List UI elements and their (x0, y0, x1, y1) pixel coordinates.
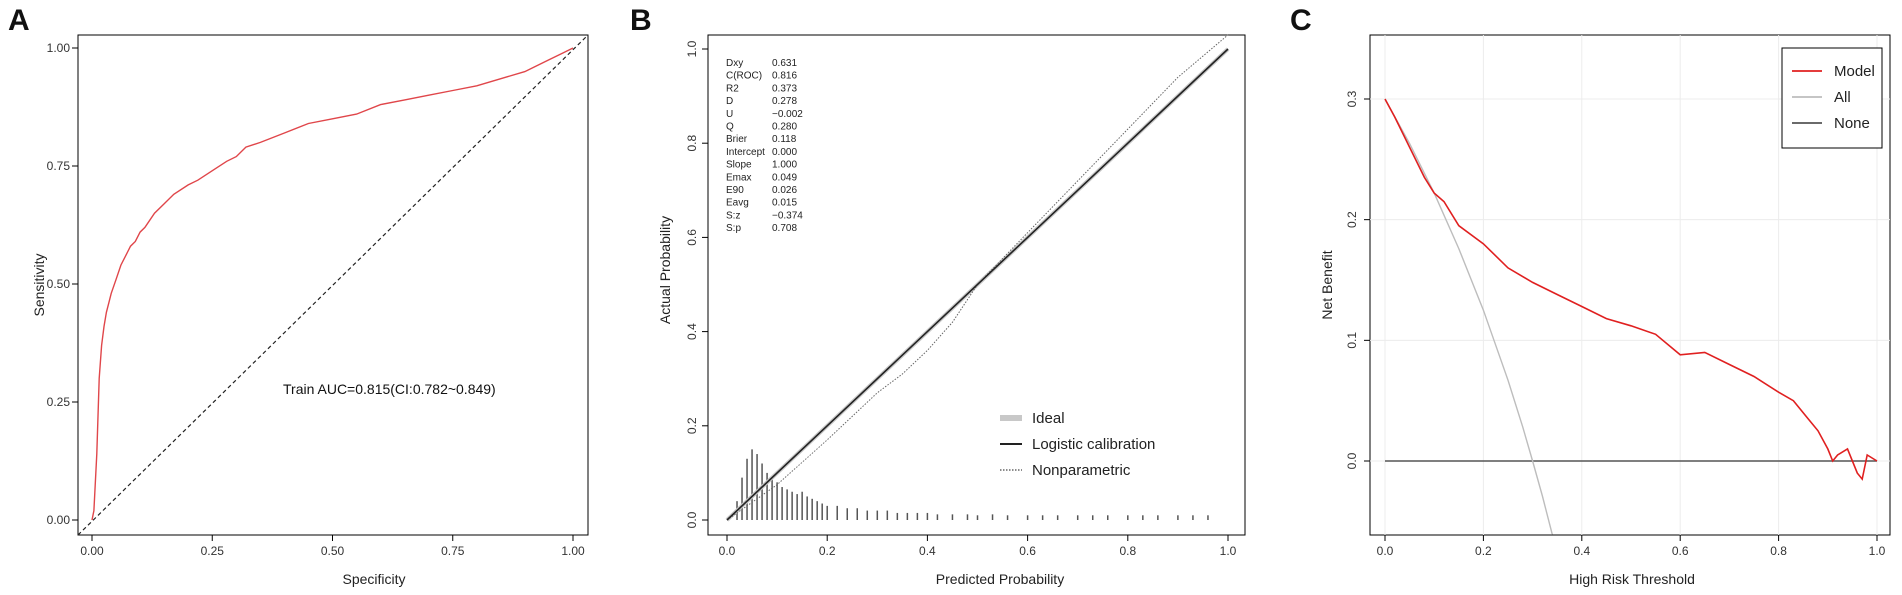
all-line (1384, 98, 1553, 535)
calibration-x-tick-label: 1.0 (1220, 544, 1237, 558)
roc-x-axis-title: Specificity (342, 571, 405, 587)
dca-x-tick-label: 0.0 (1377, 544, 1394, 558)
calibration-histogram (736, 449, 1209, 520)
calibration-y-tick-label: 1.0 (685, 40, 699, 57)
roc-reference-line (77, 34, 589, 536)
panel-label-b: B (630, 4, 652, 37)
dca-lines (1384, 98, 1878, 535)
dca-legend: Model All None (1781, 47, 1883, 149)
dca-y-tick-label: 0.0 (1345, 452, 1359, 469)
stat-value: 0.708 (772, 223, 797, 234)
logistic-calibration-line (726, 48, 1229, 521)
dca-plot-frame (1369, 34, 1891, 536)
stat-label: Emax (726, 172, 752, 183)
legend-label: Ideal (1032, 410, 1065, 427)
calibration-x-tick-label: 0.4 (919, 544, 936, 558)
dca-x-tick-label: 0.6 (1672, 544, 1689, 558)
panel-label-a: A (8, 4, 30, 37)
roc-y-tick-label: 0.25 (47, 395, 71, 409)
dca-x-tick-label: 0.4 (1573, 544, 1590, 558)
calibration-stats-table: Dxy 0.631 C(ROC) 0.816 R2 0.373 D 0.278 U −0.002 Q… (726, 58, 803, 234)
calibration-legend: Ideal Logistic calibration Nonparametric (1000, 410, 1155, 479)
nonparametric-line (726, 34, 1229, 521)
stat-value: 0.373 (772, 83, 797, 94)
calibration-x-axis-title: Predicted Probability (936, 571, 1064, 587)
stat-value: 0.631 (772, 58, 797, 69)
calibration-y-axis-title: Actual Probability (657, 216, 673, 324)
calibration-plot-frame (707, 34, 1246, 536)
calibration-y-tick-label: 0.0 (685, 511, 699, 528)
stat-label: Brier (726, 134, 748, 145)
calibration-x-tick-label: 0.2 (819, 544, 836, 558)
legend-label: All (1834, 89, 1851, 106)
stat-label: Dxy (726, 58, 743, 69)
roc-ticks: 0.00 0.00 0.25 0.25 0.50 0.50 0.75 0.75 1.00 1.00 (47, 41, 585, 558)
calibration-ticks: 0.0 0.0 0.2 0.2 0.4 0.4 0.6 0.6 0.8 0.8 1.0 1.0 (685, 40, 1237, 558)
stat-label: Eavg (726, 198, 749, 209)
calibration-y-tick-label: 0.8 (685, 135, 699, 152)
roc-y-tick-label: 0.75 (47, 159, 71, 173)
roc-auc-annotation: Train AUC=0.815(CI:0.782~0.849) (283, 381, 496, 397)
calibration-y-tick-label: 0.2 (685, 417, 699, 434)
calibration-x-tick-label: 0.0 (719, 544, 736, 558)
stat-label: S:z (726, 210, 740, 221)
stat-label: R2 (726, 83, 739, 94)
stat-value: 0.026 (772, 185, 797, 196)
roc-x-tick-label: 1.00 (561, 544, 585, 558)
dca-x-tick-label: 0.2 (1475, 544, 1492, 558)
dca-legend-box (1781, 47, 1883, 149)
stat-value: −0.002 (772, 109, 803, 120)
stat-value: 0.015 (772, 198, 797, 209)
panel-label-c: C (1290, 4, 1312, 37)
legend-label: None (1834, 115, 1870, 132)
calibration-lines (725, 34, 1230, 522)
dca-x-tick-label: 0.8 (1770, 544, 1787, 558)
stat-value: 0.000 (772, 147, 797, 158)
stat-value: −0.374 (772, 210, 803, 221)
dca-y-axis-title: Net Benefit (1319, 250, 1335, 319)
legend-label: Model (1834, 63, 1875, 80)
stat-value: 0.816 (772, 71, 797, 82)
roc-panel: A 0.00 0.00 0.25 0.25 0.50 0.50 0.75 0.75 1.00 1.… (8, 4, 589, 587)
dca-y-tick-label: 0.2 (1345, 211, 1359, 228)
calibration-y-tick-label: 0.4 (685, 323, 699, 340)
stat-label: Intercept (726, 147, 765, 158)
stat-label: S:p (726, 223, 741, 234)
roc-x-tick-label: 0.00 (80, 544, 104, 558)
stat-value: 0.278 (772, 96, 797, 107)
roc-x-tick-label: 0.75 (441, 544, 465, 558)
roc-y-axis-title: Sensitivity (31, 253, 47, 316)
legend-label: Nonparametric (1032, 462, 1131, 479)
stat-label: D (726, 96, 733, 107)
stat-value: 1.000 (772, 160, 797, 171)
calibration-y-tick-label: 0.6 (685, 229, 699, 246)
dca-ticks: 0.0 0.2 0.4 0.6 0.8 1.0 0.0 0.1 0.2 0.3 (1345, 90, 1886, 558)
roc-curve (91, 47, 574, 521)
roc-x-tick-label: 0.25 (201, 544, 225, 558)
dca-y-tick-label: 0.3 (1345, 90, 1359, 107)
legend-label: Logistic calibration (1032, 436, 1155, 453)
model-line (1384, 98, 1878, 481)
calibration-x-tick-label: 0.6 (1019, 544, 1036, 558)
dca-x-tick-label: 1.0 (1869, 544, 1886, 558)
roc-x-tick-label: 0.50 (321, 544, 345, 558)
dca-x-axis-title: High Risk Threshold (1569, 571, 1695, 587)
roc-y-tick-label: 1.00 (47, 41, 71, 55)
stat-label: E90 (726, 185, 744, 196)
stat-label: U (726, 109, 733, 120)
stat-value: 0.049 (772, 172, 797, 183)
dca-panel: C 0.0 0.2 0.4 0.6 0.8 1.0 0.0 0.1 0.2 0.3 High Ri… (1290, 4, 1891, 587)
stat-label: C(ROC) (726, 71, 762, 82)
stat-value: 0.280 (772, 122, 797, 133)
roc-y-tick-label: 0.50 (47, 277, 71, 291)
stat-label: Q (726, 122, 734, 133)
stat-label: Slope (726, 160, 752, 171)
calibration-x-tick-label: 0.8 (1119, 544, 1136, 558)
dca-y-tick-label: 0.1 (1345, 332, 1359, 349)
calibration-panel: B 0.0 0.0 0.2 0.2 0.4 0.4 0.6 0.6 0.8 0.8 1.0 1.0 P… (630, 4, 1246, 587)
roc-y-tick-label: 0.00 (47, 513, 71, 527)
stat-value: 0.118 (772, 134, 797, 145)
